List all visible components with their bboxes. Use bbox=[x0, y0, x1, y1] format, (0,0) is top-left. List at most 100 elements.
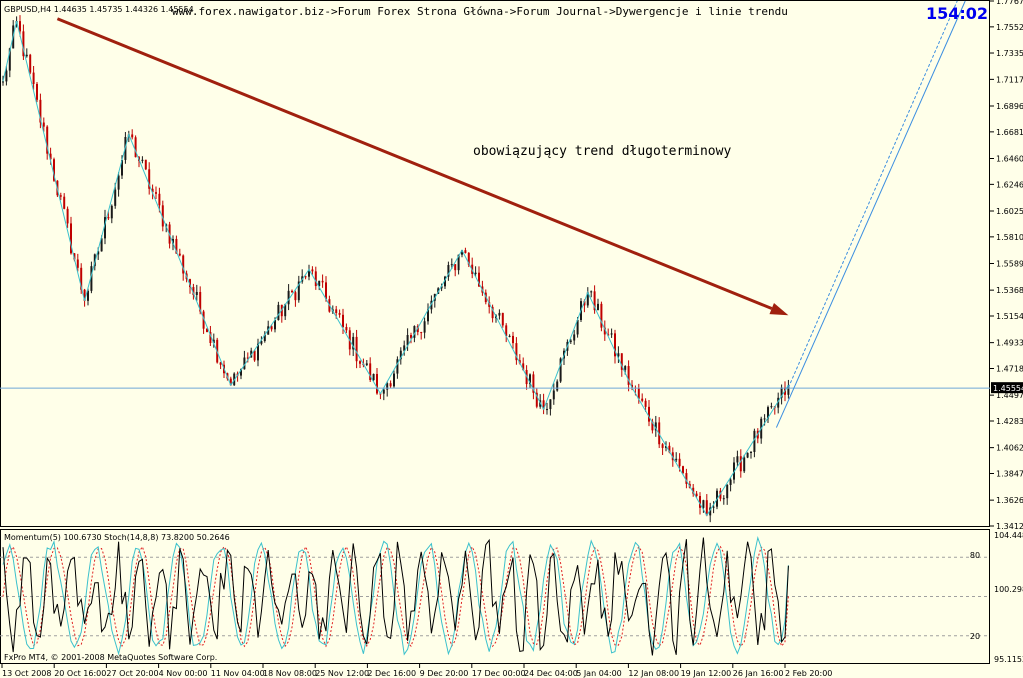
candle-body bbox=[311, 269, 314, 272]
candle-body bbox=[556, 381, 559, 391]
candle-body bbox=[743, 457, 746, 472]
price-tick-label: 1.53685 bbox=[996, 286, 1023, 295]
indicator-panel[interactable]: Momentum(5) 100.6730 Stoch(14,8,8) 73.82… bbox=[0, 529, 1023, 665]
candle-body bbox=[219, 362, 222, 365]
candle-body bbox=[491, 306, 494, 319]
candle-body bbox=[36, 83, 38, 100]
candle-body bbox=[5, 70, 8, 82]
time-tick-label: 12 Jan 08:00 bbox=[628, 669, 679, 678]
candle-body bbox=[515, 343, 518, 361]
price-panel[interactable]: GBPUSD,H4 1.44635 1.45735 1.44326 1.4555… bbox=[0, 0, 990, 527]
price-tick-label: 1.73355 bbox=[996, 49, 1023, 58]
candle-body bbox=[121, 159, 123, 176]
candle-body bbox=[144, 159, 147, 170]
candle-body bbox=[750, 451, 752, 453]
candle-body bbox=[508, 335, 511, 337]
candle-body bbox=[430, 300, 433, 310]
candle-body bbox=[257, 343, 259, 361]
trend-annotation: obowiązujący trend długoterminowy bbox=[473, 144, 731, 159]
candle-body bbox=[117, 175, 120, 190]
candle-body bbox=[318, 280, 321, 287]
candle-body bbox=[719, 490, 722, 499]
candle-body bbox=[131, 134, 134, 138]
candle-body bbox=[661, 444, 664, 448]
candle-body bbox=[454, 264, 457, 271]
candle-body bbox=[277, 304, 280, 321]
indicator-levels bbox=[0, 556, 990, 637]
candle-body bbox=[110, 205, 113, 219]
candle-body bbox=[359, 361, 361, 364]
candle-body bbox=[739, 456, 742, 472]
candle-body bbox=[644, 400, 647, 407]
candle-body bbox=[396, 359, 399, 374]
candle-body bbox=[576, 319, 579, 335]
candle-body bbox=[345, 327, 348, 331]
candle-body bbox=[104, 217, 106, 239]
candle-body bbox=[552, 390, 555, 400]
candle-body bbox=[787, 385, 790, 395]
candle-body bbox=[376, 373, 378, 394]
candle-body bbox=[141, 159, 144, 161]
stoch-main-line bbox=[2, 535, 789, 656]
candle-body bbox=[352, 336, 355, 350]
momentum-max-label: 104.448 bbox=[994, 531, 1023, 540]
candle-body bbox=[274, 320, 276, 330]
candle-body bbox=[678, 458, 681, 467]
candle-body bbox=[542, 400, 545, 410]
projection-line bbox=[775, 0, 966, 428]
time-tick-label: 27 Oct 20:00 bbox=[106, 669, 158, 678]
candle-body bbox=[93, 254, 96, 267]
candle-body bbox=[382, 389, 385, 394]
candle-body bbox=[624, 366, 627, 370]
candle-body bbox=[573, 334, 576, 341]
candle-body bbox=[529, 374, 531, 385]
breadcrumb-text: www.forex.nawigator.biz->Forum Forex Str… bbox=[172, 5, 788, 18]
candle-body bbox=[229, 378, 232, 386]
candle-body bbox=[692, 487, 695, 494]
candle-body bbox=[410, 335, 412, 338]
time-tick-label: 18 Nov 08:00 bbox=[263, 669, 317, 678]
candle-body bbox=[2, 81, 4, 83]
candle-body bbox=[474, 272, 477, 274]
candle-body bbox=[243, 357, 246, 370]
candle-body bbox=[325, 282, 327, 300]
candle-body bbox=[151, 188, 154, 193]
trend-arrow-head bbox=[769, 302, 789, 316]
price-tick-label: 1.60250 bbox=[996, 207, 1023, 216]
candle-body bbox=[559, 358, 562, 382]
price-panel-frame bbox=[0, 0, 990, 527]
stoch-level-80-label: 80 bbox=[970, 551, 980, 560]
candle-body bbox=[304, 276, 307, 278]
candle-body bbox=[393, 373, 395, 387]
candle-body bbox=[202, 311, 205, 329]
projection-line-dashed bbox=[787, 0, 958, 388]
candle-body bbox=[617, 353, 620, 357]
candle-body bbox=[651, 421, 654, 431]
candle-body bbox=[695, 493, 698, 497]
candle-body bbox=[386, 383, 389, 390]
candle-body bbox=[753, 430, 756, 452]
time-tick-label: 17 Dec 00:00 bbox=[472, 669, 526, 678]
candle-body bbox=[87, 290, 89, 301]
candle-body bbox=[770, 406, 773, 408]
candle-body bbox=[175, 238, 178, 254]
price-tick-label: 1.34120 bbox=[996, 522, 1023, 531]
candle-body bbox=[49, 153, 52, 160]
candle-body bbox=[372, 373, 375, 381]
candle-body bbox=[403, 345, 406, 351]
candle-body bbox=[182, 255, 185, 274]
candle-body bbox=[66, 208, 69, 224]
symbol-info: GBPUSD,H4 1.44635 1.45735 1.44326 1.4555… bbox=[4, 5, 194, 14]
candle-body bbox=[620, 353, 623, 370]
candle-body bbox=[97, 251, 100, 255]
candle-body bbox=[314, 271, 317, 287]
candle-body bbox=[420, 332, 423, 334]
time-tick-label: 5 Jan 04:00 bbox=[576, 669, 622, 678]
trend-arrow-line[interactable] bbox=[56, 17, 773, 310]
price-tick-label: 1.42830 bbox=[996, 417, 1023, 426]
price-tick-label: 1.66815 bbox=[996, 128, 1023, 137]
price-tick-label: 1.38475 bbox=[996, 470, 1023, 479]
candle-body bbox=[505, 325, 508, 336]
